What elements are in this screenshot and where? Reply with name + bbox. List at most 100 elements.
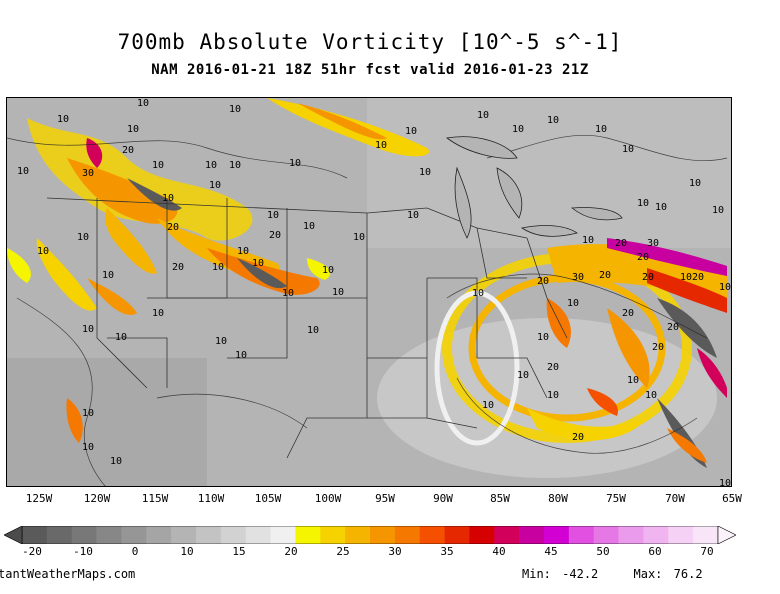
northeast-calm-field (367, 98, 731, 248)
contour-label: 10 (282, 288, 294, 299)
contour-label: 10 (82, 408, 94, 419)
colorbar-tick-label: 45 (544, 545, 558, 558)
colorbar-min-arrow (4, 526, 23, 544)
longitude-axis: 125W 120W 115W 110W 105W 100W 95W 90W 85… (0, 492, 780, 506)
colorbar-tick-label: 15 (232, 545, 246, 558)
contour-label: 10 (680, 272, 692, 283)
contour-label: 20 (547, 362, 559, 373)
contour-label: 10 (375, 140, 387, 151)
contour-label: 10 (547, 390, 559, 401)
colorbar-cell (71, 526, 97, 544)
colorbar-cell (494, 526, 520, 544)
colorbar-cell (146, 526, 172, 544)
max-value: 76.2 (673, 567, 703, 581)
colorbar-cell (544, 526, 570, 544)
color-scale-labels: -20 -10 0 10 15 20 25 30 35 40 45 50 60 … (0, 545, 780, 559)
political-boundaries (46, 197, 568, 459)
contour-label: 10 (252, 258, 264, 269)
colorbar-cell (245, 526, 271, 544)
contour-label: 10 (512, 124, 524, 135)
contour-label: 10 (229, 104, 241, 115)
contour-label: 10 (517, 370, 529, 381)
longitude-label: 75W (606, 492, 626, 505)
colorbar-cell (171, 526, 197, 544)
contour-label: 10 (110, 456, 122, 467)
contour-label: 10 (152, 308, 164, 319)
colorbar-tick-label: -20 (22, 545, 42, 558)
contour-labels: 10 10 10 10 20 30 10 10 10 10 10 10 10 1… (17, 98, 731, 487)
contour-label: 10 (689, 178, 701, 189)
colorbar-tick-label: 0 (131, 545, 139, 558)
contour-label: 10 (209, 180, 221, 191)
longitude-label: 80W (548, 492, 568, 505)
contour-label: 10 (419, 167, 431, 178)
contour-label: 10 (405, 126, 417, 137)
contour-label: 10 (332, 287, 344, 298)
colorbar-cell (419, 526, 445, 544)
contour-label: 10 (719, 478, 731, 487)
colorbar-cell (370, 526, 396, 544)
contour-label: 10 (267, 210, 279, 221)
colorbar-cell (469, 526, 495, 544)
contour-label: 10 (57, 114, 69, 125)
colorbar-cell (220, 526, 247, 544)
colorbar-cell (320, 526, 346, 544)
contour-label: 10 (37, 246, 49, 257)
colorbar-tick-label: 10 (180, 545, 194, 558)
contour-label: 10 (235, 350, 247, 361)
contour-label: 10 (237, 246, 249, 257)
contour-label: 10 (229, 160, 241, 171)
map-canvas: 10 10 10 10 20 30 10 10 10 10 10 10 10 1… (7, 98, 731, 487)
colorbar-cell (568, 526, 595, 544)
longitude-label: 95W (375, 492, 395, 505)
contour-label: 20 (572, 432, 584, 443)
colorbar-cell (643, 526, 669, 544)
contour-label: 10 (307, 325, 319, 336)
colorbar-cell (46, 526, 73, 544)
contour-label: 10 (655, 202, 667, 213)
contour-label: 20 (667, 322, 679, 333)
colorbar-cell (618, 526, 644, 544)
source-site-label: tantWeatherMaps.com (0, 567, 136, 581)
contour-label: 20 (122, 145, 134, 156)
contour-label: 10 (82, 324, 94, 335)
colorbar-cell (345, 526, 371, 544)
contour-label: 10 (622, 144, 634, 155)
eastern-storm-vorticity (434, 238, 727, 468)
colorbar-cell (693, 526, 719, 544)
contour-label: 10 (537, 332, 549, 343)
chart-subtitle: NAM 2016-01-21 18Z 51hr fcst valid 2016-… (151, 62, 589, 78)
colorbar-cell (270, 526, 296, 544)
contour-label: 10 (303, 221, 315, 232)
colorbar-tick-label: 70 (700, 545, 714, 558)
contour-label: 10 (102, 270, 114, 281)
colorbar-tick-label: 50 (596, 545, 610, 558)
contour-label: 10 (582, 235, 594, 246)
contour-label: 10 (645, 390, 657, 401)
contour-label: 10 (482, 400, 494, 411)
contour-label: 10 (82, 442, 94, 453)
contour-label: 10 (205, 160, 217, 171)
contour-label: 10 (215, 336, 227, 347)
colorbar-cell (295, 526, 321, 544)
colorbar-tick-label: 60 (648, 545, 662, 558)
longitude-label: 110W (197, 492, 225, 505)
longitude-label: 105W (254, 492, 282, 505)
colorbar-cell (394, 526, 421, 544)
contour-label: 20 (537, 276, 549, 287)
contour-label: 10 (627, 375, 639, 386)
colorbar-cell (668, 526, 694, 544)
contour-label: 10 (567, 298, 579, 309)
colorbar-tick-label: -10 (73, 545, 93, 558)
contour-label: 30 (82, 168, 94, 179)
contour-label: 10 (712, 205, 724, 216)
vorticity-contours (7, 134, 728, 486)
colorbar-cell (22, 526, 48, 544)
chart-title: 700mb Absolute Vorticity [10^-5 s^-1] (117, 30, 623, 54)
contour-label: 10 (77, 232, 89, 243)
longitude-label: 85W (490, 492, 510, 505)
longitude-label: 70W (665, 492, 685, 505)
contour-label: 10 (719, 282, 731, 293)
longitude-label: 90W (433, 492, 453, 505)
contour-label: 20 (167, 222, 179, 233)
